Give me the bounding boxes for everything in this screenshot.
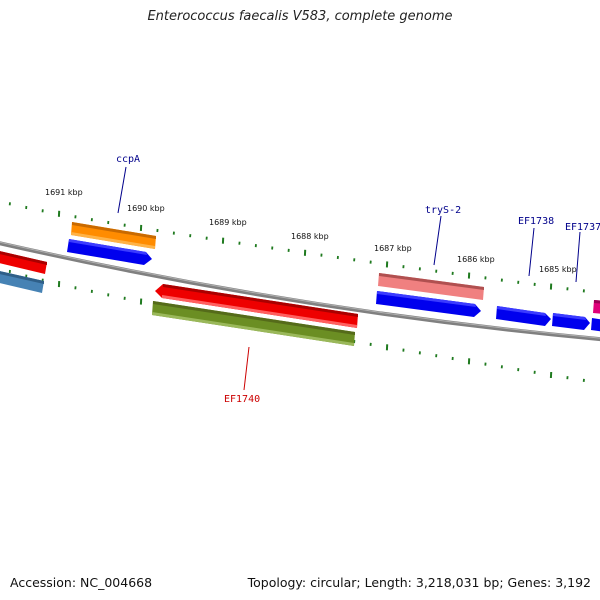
gene-steelblue-left[interactable]	[0, 270, 44, 293]
kbp-label-1687: 1687 kbp	[374, 244, 412, 253]
gene-label-trys2[interactable]: tryS-2	[425, 205, 461, 216]
gene-blue-1[interactable]	[67, 239, 152, 265]
genome-backbone	[0, 241, 600, 342]
kbp-label-1691: 1691 kbp	[45, 188, 83, 197]
upper-tick-row	[8, 202, 585, 293]
gene-blue-edge[interactable]	[591, 318, 600, 332]
gene-ef1737[interactable]	[552, 313, 590, 330]
gene-ef1738[interactable]	[496, 306, 551, 326]
gene-olive[interactable]	[152, 301, 355, 346]
accession-text: Accession: NC_004668	[10, 575, 153, 590]
gene-trys2[interactable]	[378, 273, 484, 300]
gene-label-ef1738[interactable]: EF1738	[518, 216, 554, 227]
gene-magenta-edge[interactable]	[593, 300, 600, 314]
genome-backbone-highlight	[0, 241, 600, 339]
gene-label-ef1737[interactable]: EF1737	[565, 222, 600, 233]
gene-red-left-upper[interactable]	[0, 250, 47, 274]
kbp-label-1685: 1685 kbp	[539, 265, 577, 274]
gene-ef1740-red[interactable]	[155, 284, 358, 328]
gene-label-ccpA[interactable]: ccpA	[116, 154, 140, 165]
gene-ccpA[interactable]	[71, 222, 156, 249]
gene-label-ef1740[interactable]: EF1740	[224, 394, 260, 405]
gene-blue-2[interactable]	[376, 291, 481, 317]
kbp-label-1689: 1689 kbp	[209, 218, 247, 227]
kbp-label-1686: 1686 kbp	[457, 255, 495, 264]
kbp-label-1690: 1690 kbp	[127, 204, 165, 213]
map-title: Enterococcus faecalis V583, complete gen…	[147, 9, 453, 24]
genome-summary-text: Topology: circular; Length: 3,218,031 bp…	[247, 575, 591, 590]
kbp-label-1688: 1688 kbp	[291, 232, 329, 241]
label-leader-lines	[117, 166, 581, 391]
